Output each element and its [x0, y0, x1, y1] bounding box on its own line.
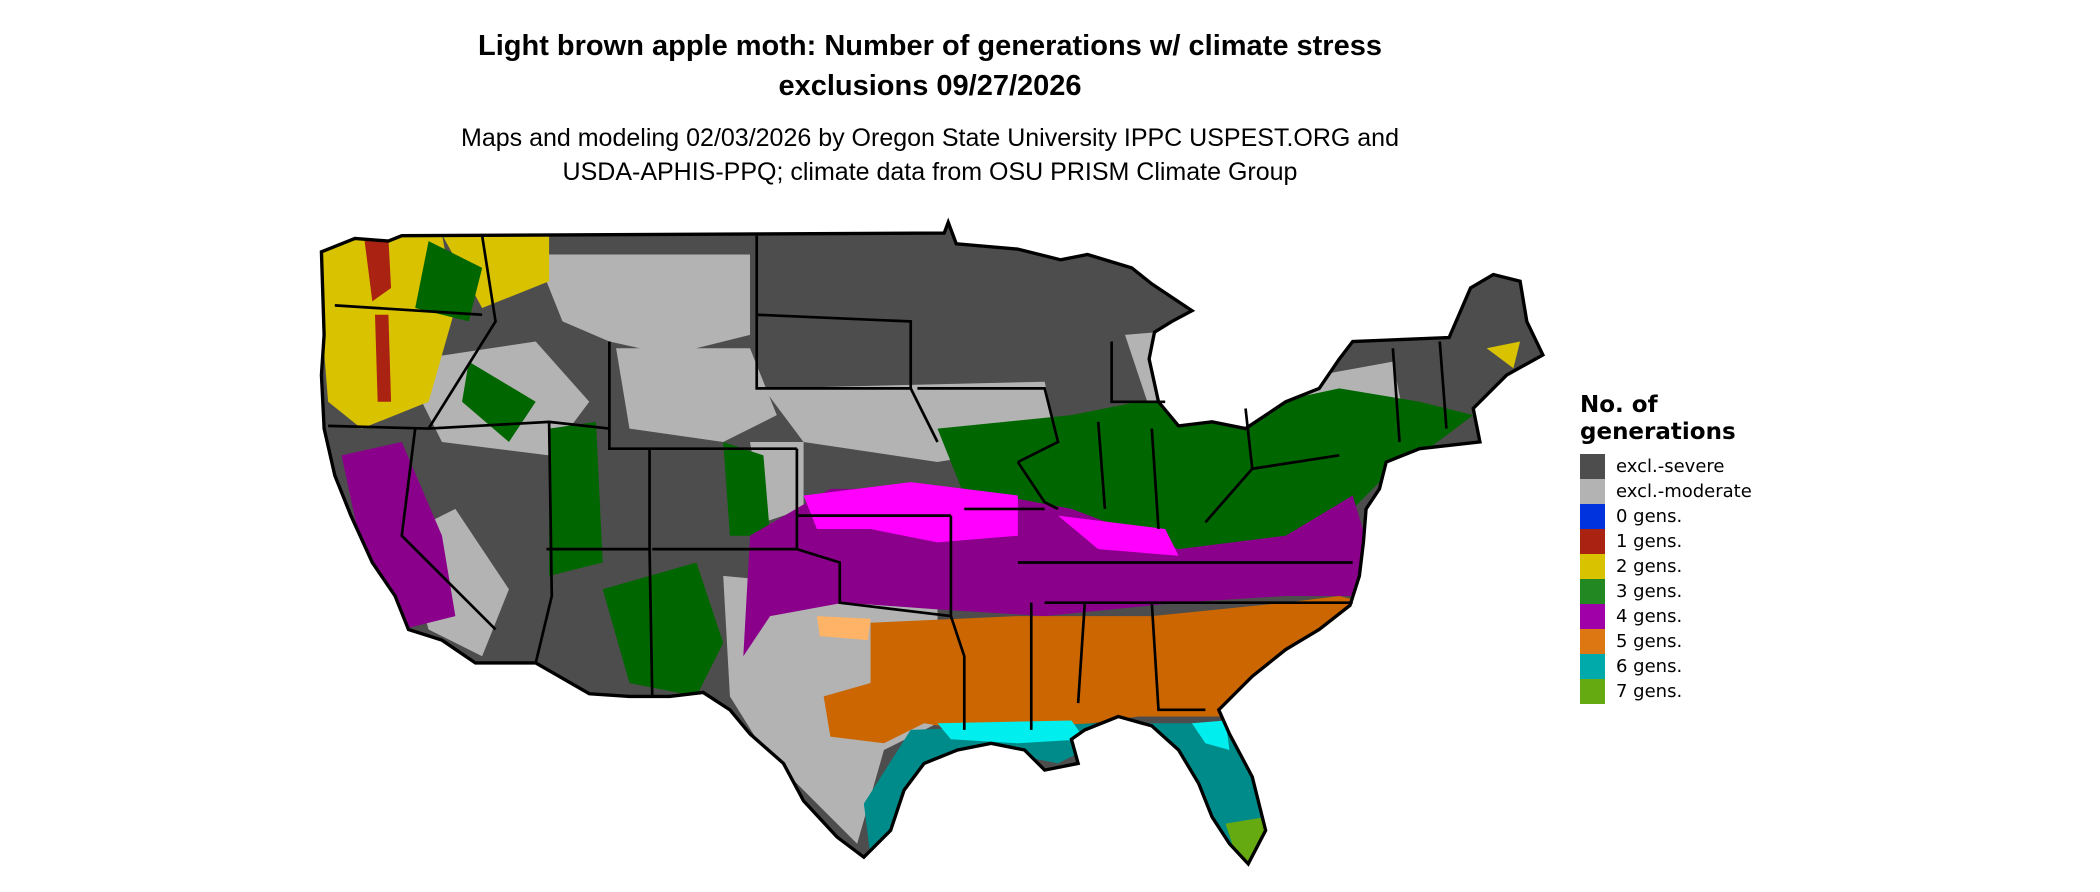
legend-item: excl.-severe — [1580, 454, 1780, 479]
region-6-gens-bright — [937, 720, 1230, 751]
region-5-gens-light — [816, 616, 871, 641]
legend-swatch — [1580, 529, 1605, 554]
region-4-gens-bright — [803, 482, 1179, 556]
legend-swatch — [1580, 679, 1605, 704]
legend-swatch — [1580, 504, 1605, 529]
legend-swatch — [1580, 629, 1605, 654]
legend-item: 4 gens. — [1580, 604, 1780, 629]
legend-items: excl.-severe excl.-moderate 0 gens. 1 gens.… — [1580, 454, 1780, 704]
legend-label: 5 gens. — [1616, 631, 1683, 652]
legend-swatch — [1580, 479, 1605, 504]
legend-swatch — [1580, 604, 1605, 629]
legend: No. of generations excl.-severe excl.-mod… — [1580, 392, 1780, 704]
legend-swatch — [1580, 554, 1605, 579]
state-borders — [319, 220, 1545, 866]
subtitle-line-2: USDA-APHIS-PPQ; climate data from OSU PR… — [562, 158, 1298, 186]
legend-item: 2 gens. — [1580, 554, 1780, 579]
legend-swatch — [1580, 579, 1605, 604]
region-1-gens — [364, 238, 392, 402]
legend-item: 0 gens. — [1580, 504, 1780, 529]
legend-label: excl.-severe — [1616, 456, 1725, 477]
legend-label: excl.-moderate — [1616, 481, 1752, 502]
legend-item: 5 gens. — [1580, 629, 1780, 654]
legend-label: 4 gens. — [1616, 606, 1683, 627]
legend-item: 6 gens. — [1580, 654, 1780, 679]
legend-item: 7 gens. — [1580, 679, 1780, 704]
legend-label: 7 gens. — [1616, 681, 1683, 702]
legend-item: 1 gens. — [1580, 529, 1780, 554]
legend-item: 3 gens. — [1580, 579, 1780, 604]
legend-label: 6 gens. — [1616, 656, 1683, 677]
map-subtitle: Maps and modeling 02/03/2026 by Oregon S… — [330, 121, 1530, 189]
title-line-2: exclusions 09/27/2026 — [778, 70, 1082, 102]
legend-label: 3 gens. — [1616, 581, 1683, 602]
legend-swatch — [1580, 654, 1605, 679]
region-6-gens — [863, 723, 1266, 864]
legend-item: excl.-moderate — [1580, 479, 1780, 504]
legend-label: 2 gens. — [1616, 556, 1683, 577]
legend-title-line-1: No. of — [1580, 392, 1658, 418]
map-title: Light brown apple moth: Number of genera… — [330, 26, 1530, 106]
legend-title: No. of generations — [1580, 392, 1780, 446]
legend-title-line-2: generations — [1580, 419, 1736, 445]
legend-label: 1 gens. — [1616, 531, 1683, 552]
legend-swatch — [1580, 454, 1605, 479]
legend-label: 0 gens. — [1616, 506, 1683, 527]
subtitle-line-1: Maps and modeling 02/03/2026 by Oregon S… — [461, 124, 1399, 152]
title-line-1: Light brown apple moth: Number of genera… — [478, 30, 1382, 62]
